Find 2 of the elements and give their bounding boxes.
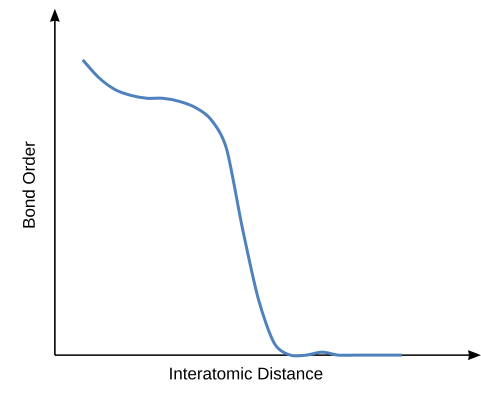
y-axis-title: Bond Order bbox=[22, 142, 35, 228]
x-axis-title: Interatomic Distance bbox=[170, 367, 322, 380]
